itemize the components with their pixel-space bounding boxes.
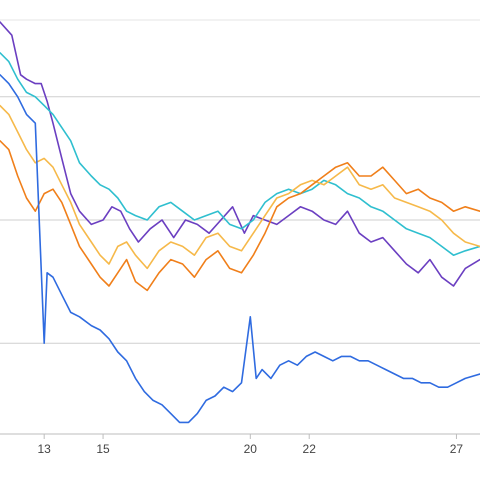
x-tick-label-1: 15 [96,442,110,456]
series-layer [0,21,480,424]
x-tick-label-2: 20 [244,442,258,456]
x-tick-label-3: 22 [303,442,317,456]
series-line-3 [0,140,480,292]
series-line-0 [0,21,480,287]
series-line-2 [0,104,480,270]
series-line-4 [0,74,480,424]
x-tick-label-4: 27 [450,442,464,456]
x-tick-label-0: 13 [37,442,51,456]
x-tick-labels: 13 15 20 22 27 [37,434,463,456]
series-line-1 [0,51,480,256]
grid-layer [0,96,480,344]
